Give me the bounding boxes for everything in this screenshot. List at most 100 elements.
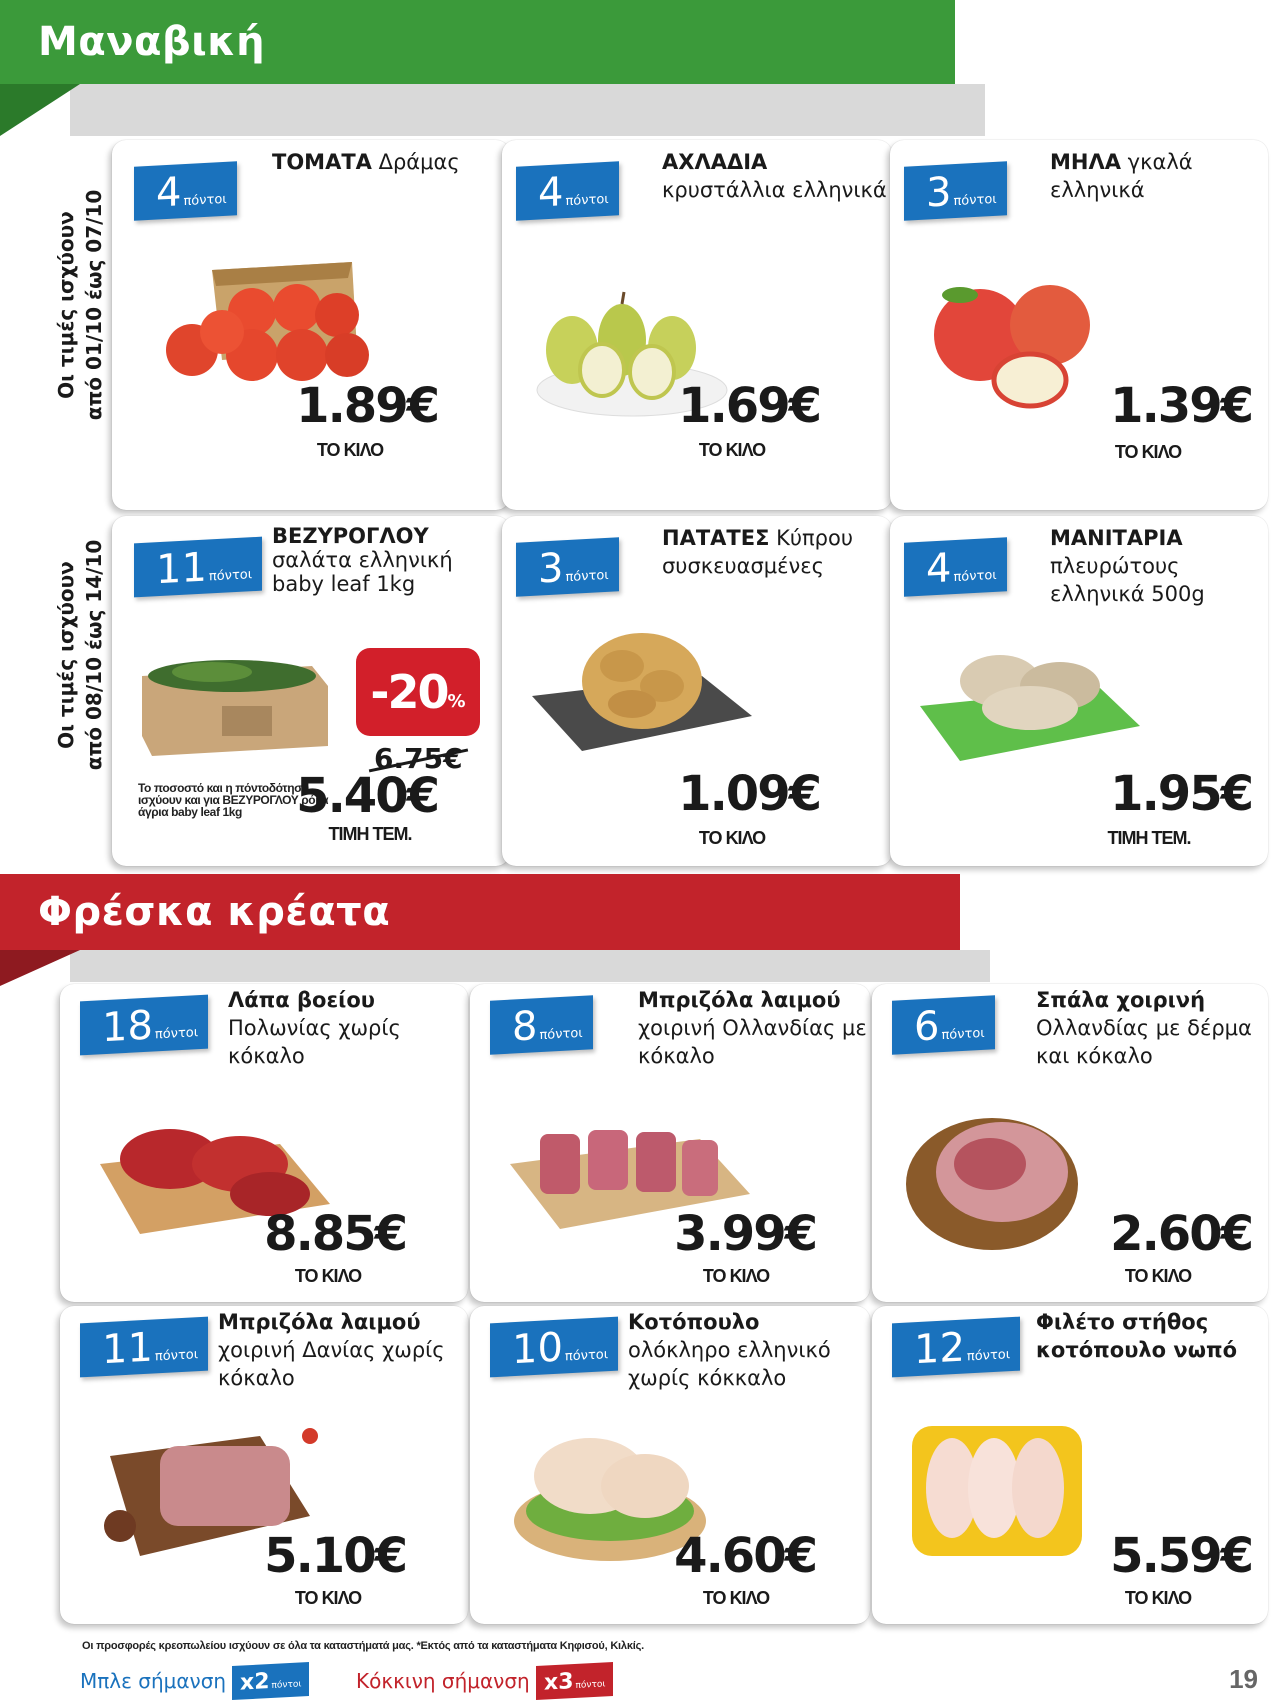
points-value: 11 — [156, 544, 207, 594]
product-card-salad[interactable]: 11 πόντοι ΒΕΖΥΡΟΓΛΟΥ σαλάτα ελληνική bab… — [112, 516, 510, 866]
product-desc: Ολλανδίας με δέρμα και κόκαλο — [1036, 1016, 1252, 1068]
header-grey-band — [70, 950, 990, 982]
product-title: Κοτόπουλο ολόκληρο ελληνικό χωρίς κόκκαλ… — [628, 1308, 868, 1392]
points-value: 3 — [538, 545, 564, 593]
price-unit: ΤΟ ΚΙΛΟ — [702, 1588, 770, 1608]
product-card-potatoes[interactable]: 3 πόντοι ΠΑΤΑΤΕΣ Κύπρου συσκευασμένες 1.… — [502, 516, 892, 866]
product-title: Μπριζόλα λαιμού χοιρινή Ολλανδίας με κόκ… — [638, 986, 868, 1070]
discount-badge: -20 % — [356, 648, 480, 736]
footer-note: Οι προσφορές κρεοπωλείου ισχύουν σε όλα … — [82, 1640, 644, 1652]
points-value: 18 — [102, 1002, 153, 1052]
product-name: Λάπα βοείου — [228, 988, 375, 1012]
product-name: ΒΕΖΥΡΟΓΛΟΥ — [272, 524, 429, 548]
product-card-pears[interactable]: 4 πόντοι ΑΧΛΑΔΙΑ κρυστάλλια ελληνικά 1.6… — [502, 140, 892, 510]
price-unit: ΤΟ ΚΙΛΟ — [698, 828, 766, 848]
product-desc: κρυστάλλια ελληνικά — [662, 178, 887, 202]
multiplier-label: πόντοι — [575, 1679, 606, 1691]
product-desc: Πολωνίας χωρίς κόκαλο — [228, 1016, 401, 1068]
price-unit: ΤΟ ΚΙΛΟ — [294, 1266, 362, 1286]
product-desc: κοτόπουλο νωπό — [1036, 1338, 1238, 1362]
product-price: 3.99€ — [674, 1206, 818, 1262]
price-unit: ΤΙΜΗ ΤΕΜ. — [328, 824, 413, 844]
points-label: πόντοι — [953, 567, 997, 586]
price-unit: ΤΟ ΚΙΛΟ — [698, 440, 766, 460]
pork-chops-image — [510, 1130, 750, 1229]
price-unit: ΤΟ ΚΙΛΟ — [702, 1266, 770, 1286]
product-price: 5.59€ — [1110, 1528, 1254, 1584]
old-price: 6.75€ — [374, 742, 463, 775]
points-label: πόντοι — [154, 1347, 199, 1365]
product-card-pork-neck-nl[interactable]: 8 πόντοι Μπριζόλα λαιμού χοιρινή Ολλανδί… — [470, 984, 870, 1302]
header-grey-band — [70, 84, 985, 136]
product-card-mushrooms[interactable]: 4 πόντοι ΜΑΝΙΤΑΡΙΑ πλευρώτους ελληνικά 5… — [890, 516, 1268, 866]
chicken-breast-image — [912, 1426, 1082, 1556]
points-badge: 18 πόντοι — [80, 994, 209, 1056]
product-title: ΑΧΛΑΔΙΑ κρυστάλλια ελληνικά — [662, 148, 892, 204]
product-card-chicken-breast[interactable]: 12 πόντοι Φιλέτο στήθος κοτόπουλο νωπό 5… — [872, 1306, 1268, 1624]
points-badge: 3 πόντοι — [516, 537, 619, 597]
product-card-pork-neck-dk[interactable]: 11 πόντοι Μπριζόλα λαιμού χοιρινή Δανίας… — [60, 1306, 468, 1624]
product-price: 2.60€ — [1110, 1206, 1254, 1262]
points-badge: 3 πόντοι — [904, 161, 1007, 221]
section-title-text: Μαναβική — [38, 19, 266, 65]
validity-line: Οι τιμές ισχύουν — [54, 211, 78, 399]
product-price: 1.95€ — [1110, 766, 1254, 822]
price-unit: ΤΙΜΗ ΤΕΜ. — [1107, 828, 1192, 848]
product-title: ΠΑΤΑΤΕΣ Κύπρου συσκευασμένες — [662, 524, 892, 580]
product-desc: Δράμας — [378, 150, 460, 174]
product-desc: χοιρινή Ολλανδίας με κόκαλο — [638, 1016, 867, 1068]
points-badge: 12 πόντοι — [892, 1316, 1021, 1378]
points-badge: 11 πόντοι — [80, 1316, 209, 1378]
section-title-text: Φρέσκα κρέατα — [38, 889, 391, 935]
product-card-tomatoes[interactable]: 4 πόντοι ΤΟΜΑΤΑ Δράμας 1.89€ ΤΟ ΚΙΛΟ — [112, 140, 510, 510]
discount-percent: % — [447, 690, 466, 712]
salad-box-image — [142, 660, 328, 756]
pork-shoulder-image — [906, 1118, 1078, 1250]
page-number: 19 — [1229, 1664, 1258, 1694]
apples-image — [934, 285, 1090, 409]
points-label: πόντοι — [183, 191, 227, 210]
product-desc: πλευρώτους ελληνικά 500g — [1050, 554, 1205, 606]
product-desc: γκαλά ελληνικά — [1050, 150, 1193, 202]
points-value: 10 — [512, 1324, 563, 1374]
points-badge: 4 πόντοι — [134, 161, 237, 221]
product-title: Φιλέτο στήθος κοτόπουλο νωπό — [1036, 1308, 1266, 1364]
product-name: ΜΑΝΙΤΑΡΙΑ — [1050, 526, 1183, 550]
points-badge: 4 πόντοι — [904, 537, 1007, 597]
footer-red-marking: Κόκκινη σήμανση x3 πόντοι — [356, 1661, 614, 1701]
product-price: 4.60€ — [674, 1528, 818, 1584]
section-title-meats: Φρέσκα κρέατα — [0, 874, 960, 950]
product-card-whole-chicken[interactable]: 10 πόντοι Κοτόπουλο ολόκληρο ελληνικό χω… — [470, 1306, 870, 1624]
points-value: 4 — [156, 169, 182, 217]
product-desc: ολόκληρο ελληνικό χωρίς κόκκαλο — [628, 1338, 831, 1390]
product-card-apples[interactable]: 3 πόντοι ΜΗΛΑ γκαλά ελληνικά 1.39€ ΤΟ ΚΙ… — [890, 140, 1268, 510]
chicken-image — [514, 1438, 706, 1561]
points-value: 4 — [926, 545, 952, 593]
multiplier-value: x2 — [240, 1669, 270, 1696]
product-title: ΤΟΜΑΤΑ Δράμας — [272, 148, 502, 176]
points-value: 12 — [914, 1324, 965, 1374]
discount-value: -20 — [370, 665, 449, 719]
product-price: 1.39€ — [1110, 378, 1254, 434]
product-card-pork-shoulder[interactable]: 6 πόντοι Σπάλα χοιρινή Ολλανδίας με δέρμ… — [872, 984, 1268, 1302]
points-label: πόντοι — [208, 567, 253, 585]
product-name: Μπριζόλα λαιμού — [638, 988, 841, 1012]
product-name: ΜΗΛΑ — [1050, 150, 1121, 174]
price-unit: ΤΟ ΚΙΛΟ — [1124, 1588, 1192, 1608]
points-value: 3 — [926, 169, 952, 217]
points-label: πόντοι — [953, 191, 997, 210]
points-label: πόντοι — [941, 1025, 985, 1044]
red-multiplier-badge: x3 πόντοι — [535, 1661, 614, 1701]
product-price: 1.09€ — [678, 766, 822, 822]
product-desc: χοιρινή Δανίας χωρίς κόκαλο — [218, 1338, 445, 1390]
points-badge: 4 πόντοι — [516, 161, 619, 221]
price-unit: ΤΟ ΚΙΛΟ — [1124, 1266, 1192, 1286]
points-label: πόντοι — [154, 1025, 199, 1043]
potatoes-image — [532, 633, 752, 751]
product-title: ΒΕΖΥΡΟΓΛΟΥ σαλάτα ελληνική baby leaf 1kg — [272, 524, 510, 596]
points-label: πόντοι — [565, 567, 609, 586]
product-name: Σπάλα χοιρινή — [1036, 988, 1206, 1012]
product-card-beef[interactable]: 18 πόντοι Λάπα βοείου Πολωνίας χωρίς κόκ… — [60, 984, 468, 1302]
section-title-vegetables: Μαναβική — [0, 0, 955, 84]
points-label: πόντοι — [565, 191, 609, 210]
